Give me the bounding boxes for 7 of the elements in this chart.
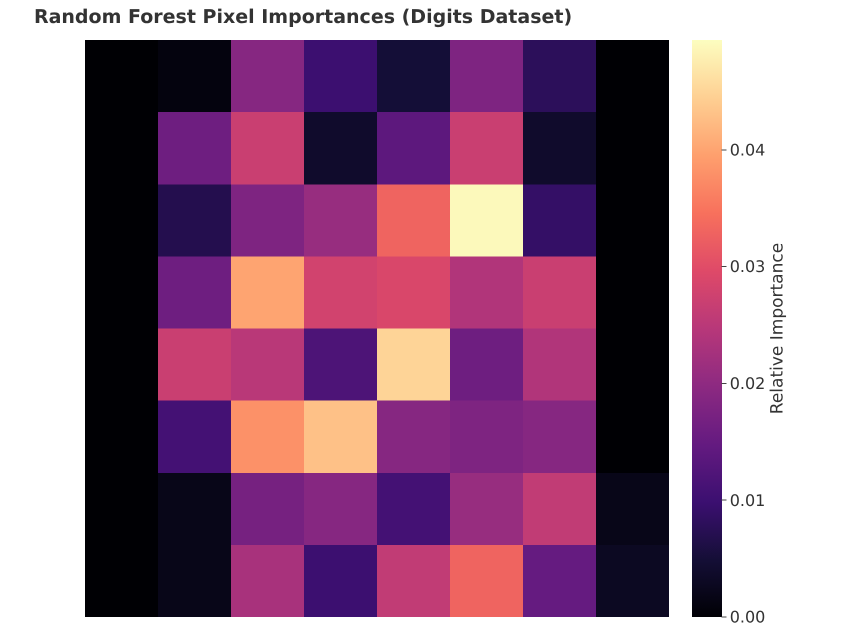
color-bar-title: Relative Importance bbox=[767, 242, 788, 414]
chart-title: Random Forest Pixel Importances (Digits Dataset) bbox=[34, 6, 572, 28]
color-bar-label: 0.03 bbox=[730, 257, 766, 276]
color-bar-label: 0.01 bbox=[730, 490, 766, 510]
color-bar-label: 0.02 bbox=[730, 374, 766, 393]
color-bar-label: 0.04 bbox=[730, 140, 766, 160]
color-bar-label: 0.00 bbox=[730, 608, 766, 627]
